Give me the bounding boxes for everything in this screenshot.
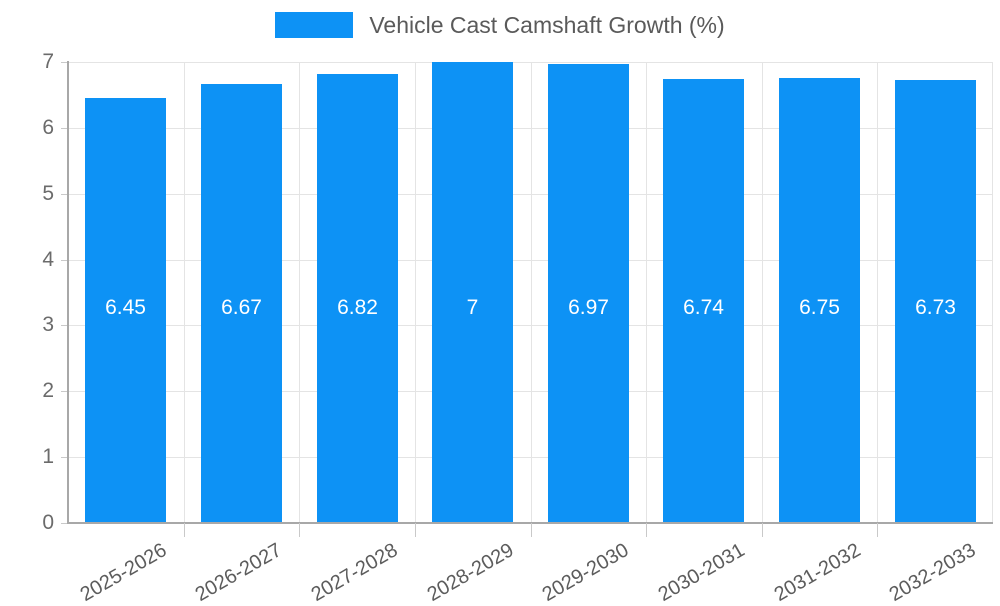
x-tick-label: 2025-2026 — [76, 539, 171, 606]
y-tick-label: 2 — [42, 379, 54, 402]
bar-2028-2029[interactable] — [432, 62, 513, 523]
y-tick-label: 0 — [42, 511, 54, 534]
legend-color-swatch-icon — [275, 12, 354, 38]
legend-item-vehicle-cast-camshaft-growth[interactable]: Vehicle Cast Camshaft Growth (%) — [275, 11, 725, 38]
bar-2025-2026[interactable] — [85, 98, 166, 523]
y-tick-mark — [61, 523, 67, 524]
gridline-vertical — [415, 62, 416, 523]
y-tick-label: 5 — [42, 182, 54, 205]
y-tick-mark — [61, 457, 67, 458]
x-tick-mark — [531, 523, 532, 537]
gridline-vertical — [299, 62, 300, 523]
bar-value-label: 6.67 — [221, 296, 262, 319]
gridline-horizontal — [68, 260, 993, 261]
gridline-horizontal — [68, 194, 993, 195]
plot-right-border — [992, 62, 993, 523]
y-axis-line — [67, 61, 69, 524]
gridline-vertical — [762, 62, 763, 523]
gridline-horizontal — [68, 128, 993, 129]
x-tick-label: 2027-2028 — [307, 539, 402, 606]
gridline-horizontal — [68, 325, 993, 326]
legend-item-label: Vehicle Cast Camshaft Growth (%) — [369, 11, 725, 38]
gridline-vertical — [531, 62, 532, 523]
y-tick-label: 1 — [42, 445, 54, 468]
x-tick-mark — [299, 523, 300, 537]
y-tick-label: 6 — [42, 116, 54, 139]
x-tick-mark — [877, 523, 878, 537]
bar-2026-2027[interactable] — [201, 84, 282, 523]
x-tick-label: 2026-2027 — [192, 539, 286, 606]
bar-2027-2028[interactable] — [317, 74, 398, 523]
y-tick-mark — [61, 62, 67, 63]
x-tick-label: 2031-2032 — [770, 539, 865, 606]
bar-value-label: 6.82 — [337, 296, 378, 319]
x-tick-mark — [415, 523, 416, 537]
x-axis-line — [67, 522, 993, 524]
y-tick-label: 4 — [42, 248, 54, 271]
bar-value-label: 6.75 — [799, 296, 840, 319]
gridline-vertical — [184, 62, 185, 523]
chart-legend: Vehicle Cast Camshaft Growth (%) — [0, 12, 1000, 38]
y-tick-mark — [61, 194, 67, 195]
bar-2030-2031[interactable] — [663, 79, 744, 523]
bar-value-label: 6.73 — [915, 296, 956, 319]
gridline-horizontal — [68, 391, 993, 392]
y-tick-label: 3 — [42, 313, 54, 336]
x-tick-mark — [646, 523, 647, 537]
x-tick-label: 2032-2033 — [885, 539, 980, 606]
y-tick-mark — [61, 260, 67, 261]
x-tick-mark — [184, 523, 185, 537]
x-tick-label: 2029-2030 — [538, 539, 633, 606]
y-tick-label: 7 — [42, 50, 54, 73]
bar-value-label: 6.97 — [568, 296, 609, 319]
x-tick-mark — [762, 523, 763, 537]
gridline-vertical — [877, 62, 878, 523]
y-tick-mark — [61, 325, 67, 326]
bar-value-label: 6.74 — [683, 296, 724, 319]
y-tick-mark — [61, 391, 67, 392]
x-tick-label: 2028-2029 — [423, 539, 518, 606]
y-tick-mark — [61, 128, 67, 129]
bar-2029-2030[interactable] — [548, 64, 629, 523]
bar-value-label: 6.45 — [105, 296, 146, 319]
bar-2032-2033[interactable] — [895, 80, 976, 523]
gridline-horizontal — [68, 457, 993, 458]
gridline-horizontal — [68, 62, 993, 63]
x-tick-label: 2030-2031 — [654, 539, 749, 606]
plot-area: 6.45 6.67 6.82 7 6.97 6.74 6.75 6.73 — [68, 62, 993, 524]
bar-2031-2032[interactable] — [779, 78, 860, 523]
bar-value-label: 7 — [466, 296, 479, 319]
gridline-vertical — [646, 62, 647, 523]
